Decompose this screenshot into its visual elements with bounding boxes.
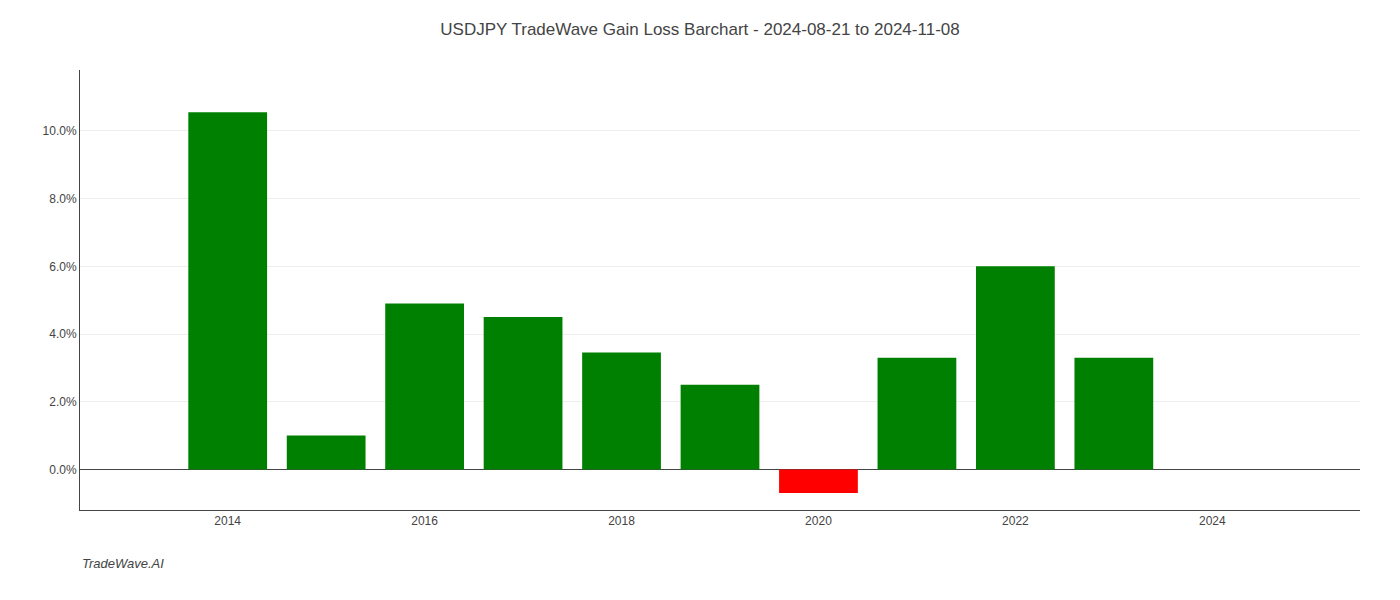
svg-text:0.0%: 0.0% — [49, 463, 77, 477]
svg-text:2022: 2022 — [1002, 514, 1029, 528]
svg-text:TradeWave.AI: TradeWave.AI — [82, 556, 164, 571]
svg-text:2024: 2024 — [1199, 514, 1226, 528]
svg-text:2018: 2018 — [608, 514, 635, 528]
svg-text:2.0%: 2.0% — [49, 395, 77, 409]
svg-text:2016: 2016 — [411, 514, 438, 528]
svg-text:2020: 2020 — [805, 514, 832, 528]
svg-text:10.0%: 10.0% — [43, 124, 77, 138]
svg-text:4.0%: 4.0% — [49, 327, 77, 341]
svg-text:8.0%: 8.0% — [49, 192, 77, 206]
svg-text:2014: 2014 — [214, 514, 241, 528]
svg-text:6.0%: 6.0% — [49, 260, 77, 274]
svg-text:USDJPY TradeWave Gain Loss Bar: USDJPY TradeWave Gain Loss Barchart - 20… — [440, 20, 959, 39]
